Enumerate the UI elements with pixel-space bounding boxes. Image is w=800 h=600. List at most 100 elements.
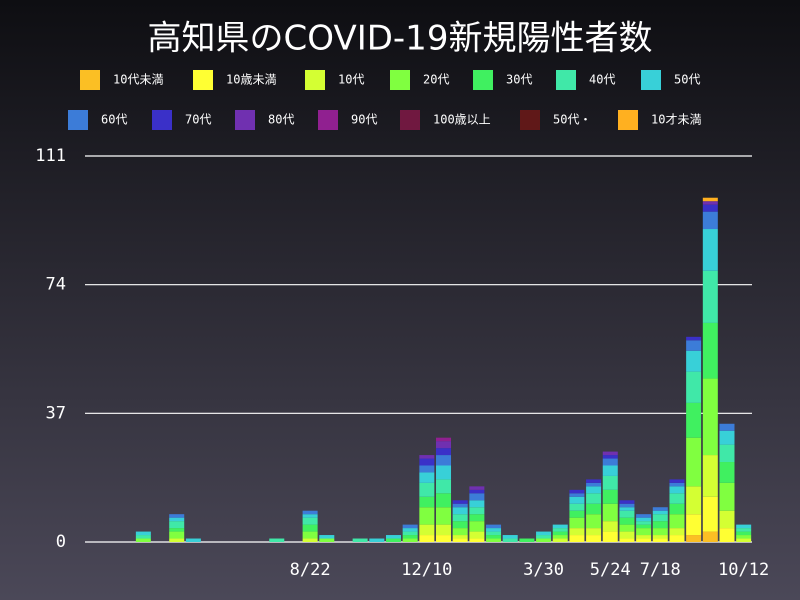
bar-segment — [536, 538, 552, 542]
legend-swatch — [473, 70, 493, 90]
bar-segment — [602, 465, 618, 476]
bar-segment — [352, 538, 368, 542]
bar-segment — [302, 510, 318, 515]
bar-segment — [302, 538, 318, 542]
bar-segment — [486, 538, 502, 542]
bar-segment — [569, 489, 585, 494]
bar-segment — [469, 486, 485, 490]
bar-segment — [469, 489, 485, 494]
bar-segment — [169, 521, 185, 529]
bar-segment — [586, 482, 602, 487]
bar-segment — [402, 538, 418, 542]
bar-segment — [469, 531, 485, 539]
bar-segment — [319, 538, 335, 542]
bar-segment — [702, 197, 718, 202]
bar-segment — [169, 531, 185, 539]
bar-segment — [652, 521, 668, 529]
legend-label: 60代 — [101, 113, 127, 127]
bar-segment — [686, 336, 702, 341]
bar-segment — [552, 524, 568, 529]
bar-segment — [686, 514, 702, 536]
bar-segment — [486, 524, 502, 529]
bar-segment — [419, 524, 435, 536]
bar-segment — [169, 514, 185, 518]
bar-segment — [652, 535, 668, 539]
legend-label: 10代 — [338, 73, 364, 87]
bar-segment — [419, 465, 435, 473]
legend-swatch — [152, 110, 172, 130]
y-tick-label: 0 — [56, 532, 66, 552]
bar-segment — [436, 493, 452, 508]
bar-segment — [619, 538, 635, 542]
bar-segment — [719, 444, 735, 463]
bar-segment — [586, 535, 602, 542]
bar-segment — [135, 531, 151, 536]
legend-label: 70代 — [185, 113, 211, 127]
bar-segment — [452, 528, 468, 536]
bar-segment — [385, 535, 401, 539]
bar-segment — [636, 514, 652, 518]
legend-swatch — [556, 70, 576, 90]
bar-segment — [569, 528, 585, 536]
bar-segment — [686, 350, 702, 372]
bar-segment — [419, 507, 435, 525]
bar-segment — [569, 503, 585, 511]
legend-swatch — [68, 110, 88, 130]
bar-segment — [452, 538, 468, 542]
legend-label: 100歳以上 — [433, 113, 491, 127]
x-tick-label: 3/30 — [523, 560, 564, 580]
bar-segment — [619, 517, 635, 525]
bar-segment — [686, 371, 702, 403]
bar-segment — [669, 535, 685, 542]
bar-segment — [602, 521, 618, 532]
bar-segment — [469, 514, 485, 522]
bar-segment — [669, 479, 685, 483]
bar-segment — [302, 514, 318, 518]
legend: 10代未満 10歳未満 10代 20代 30代 40代 50代 60代 70代 80代 90代 100… — [68, 70, 701, 130]
bar-segment — [652, 507, 668, 511]
bar-segment — [469, 521, 485, 532]
bar-segment — [402, 528, 418, 532]
bar-segment — [302, 517, 318, 525]
legend-label: 10歳未満 — [226, 73, 276, 87]
bar-segment — [602, 451, 618, 456]
bar-segment — [586, 528, 602, 536]
legend-label: 80代 — [268, 113, 294, 127]
bar-segment — [602, 489, 618, 504]
bar-segment — [702, 270, 718, 323]
legend-label: 20代 — [423, 73, 449, 87]
bar-segment — [135, 538, 151, 542]
bar-segment — [569, 493, 585, 497]
bar-segment — [586, 479, 602, 483]
bar-segment — [452, 535, 468, 539]
bar-segment — [686, 486, 702, 515]
bar-segment — [436, 479, 452, 494]
bar-segment — [586, 493, 602, 504]
x-tick-label: 8/22 — [290, 560, 331, 580]
bar-segment — [569, 510, 585, 518]
bar-segment — [452, 507, 468, 515]
bar-segment — [169, 528, 185, 532]
legend-label: 50代・ — [553, 113, 591, 127]
bar-segment — [719, 482, 735, 511]
bar-segment — [419, 535, 435, 542]
bar-segment — [552, 535, 568, 539]
bar-segment — [319, 535, 335, 539]
legend-label: 30代 — [506, 73, 532, 87]
bar-segment — [736, 524, 752, 529]
y-tick-label: 111 — [35, 146, 66, 166]
bar-segment — [702, 201, 718, 205]
chart-title: 高知県のCOVID-19新規陽性者数 — [148, 19, 653, 59]
bar-segment — [419, 496, 435, 508]
legend-label: 50代 — [674, 73, 700, 87]
bar-segment — [719, 430, 735, 445]
bar-segment — [619, 500, 635, 504]
legend-swatch — [390, 70, 410, 90]
bar-segment — [469, 538, 485, 542]
bar-segment — [436, 441, 452, 449]
bar-segment — [736, 535, 752, 539]
grid: 0 37 74 111 8/22 12/10 3/30 5/24 7/18 10/12 — [35, 146, 769, 580]
bar-segment — [486, 528, 502, 532]
bar-segment — [686, 402, 702, 438]
